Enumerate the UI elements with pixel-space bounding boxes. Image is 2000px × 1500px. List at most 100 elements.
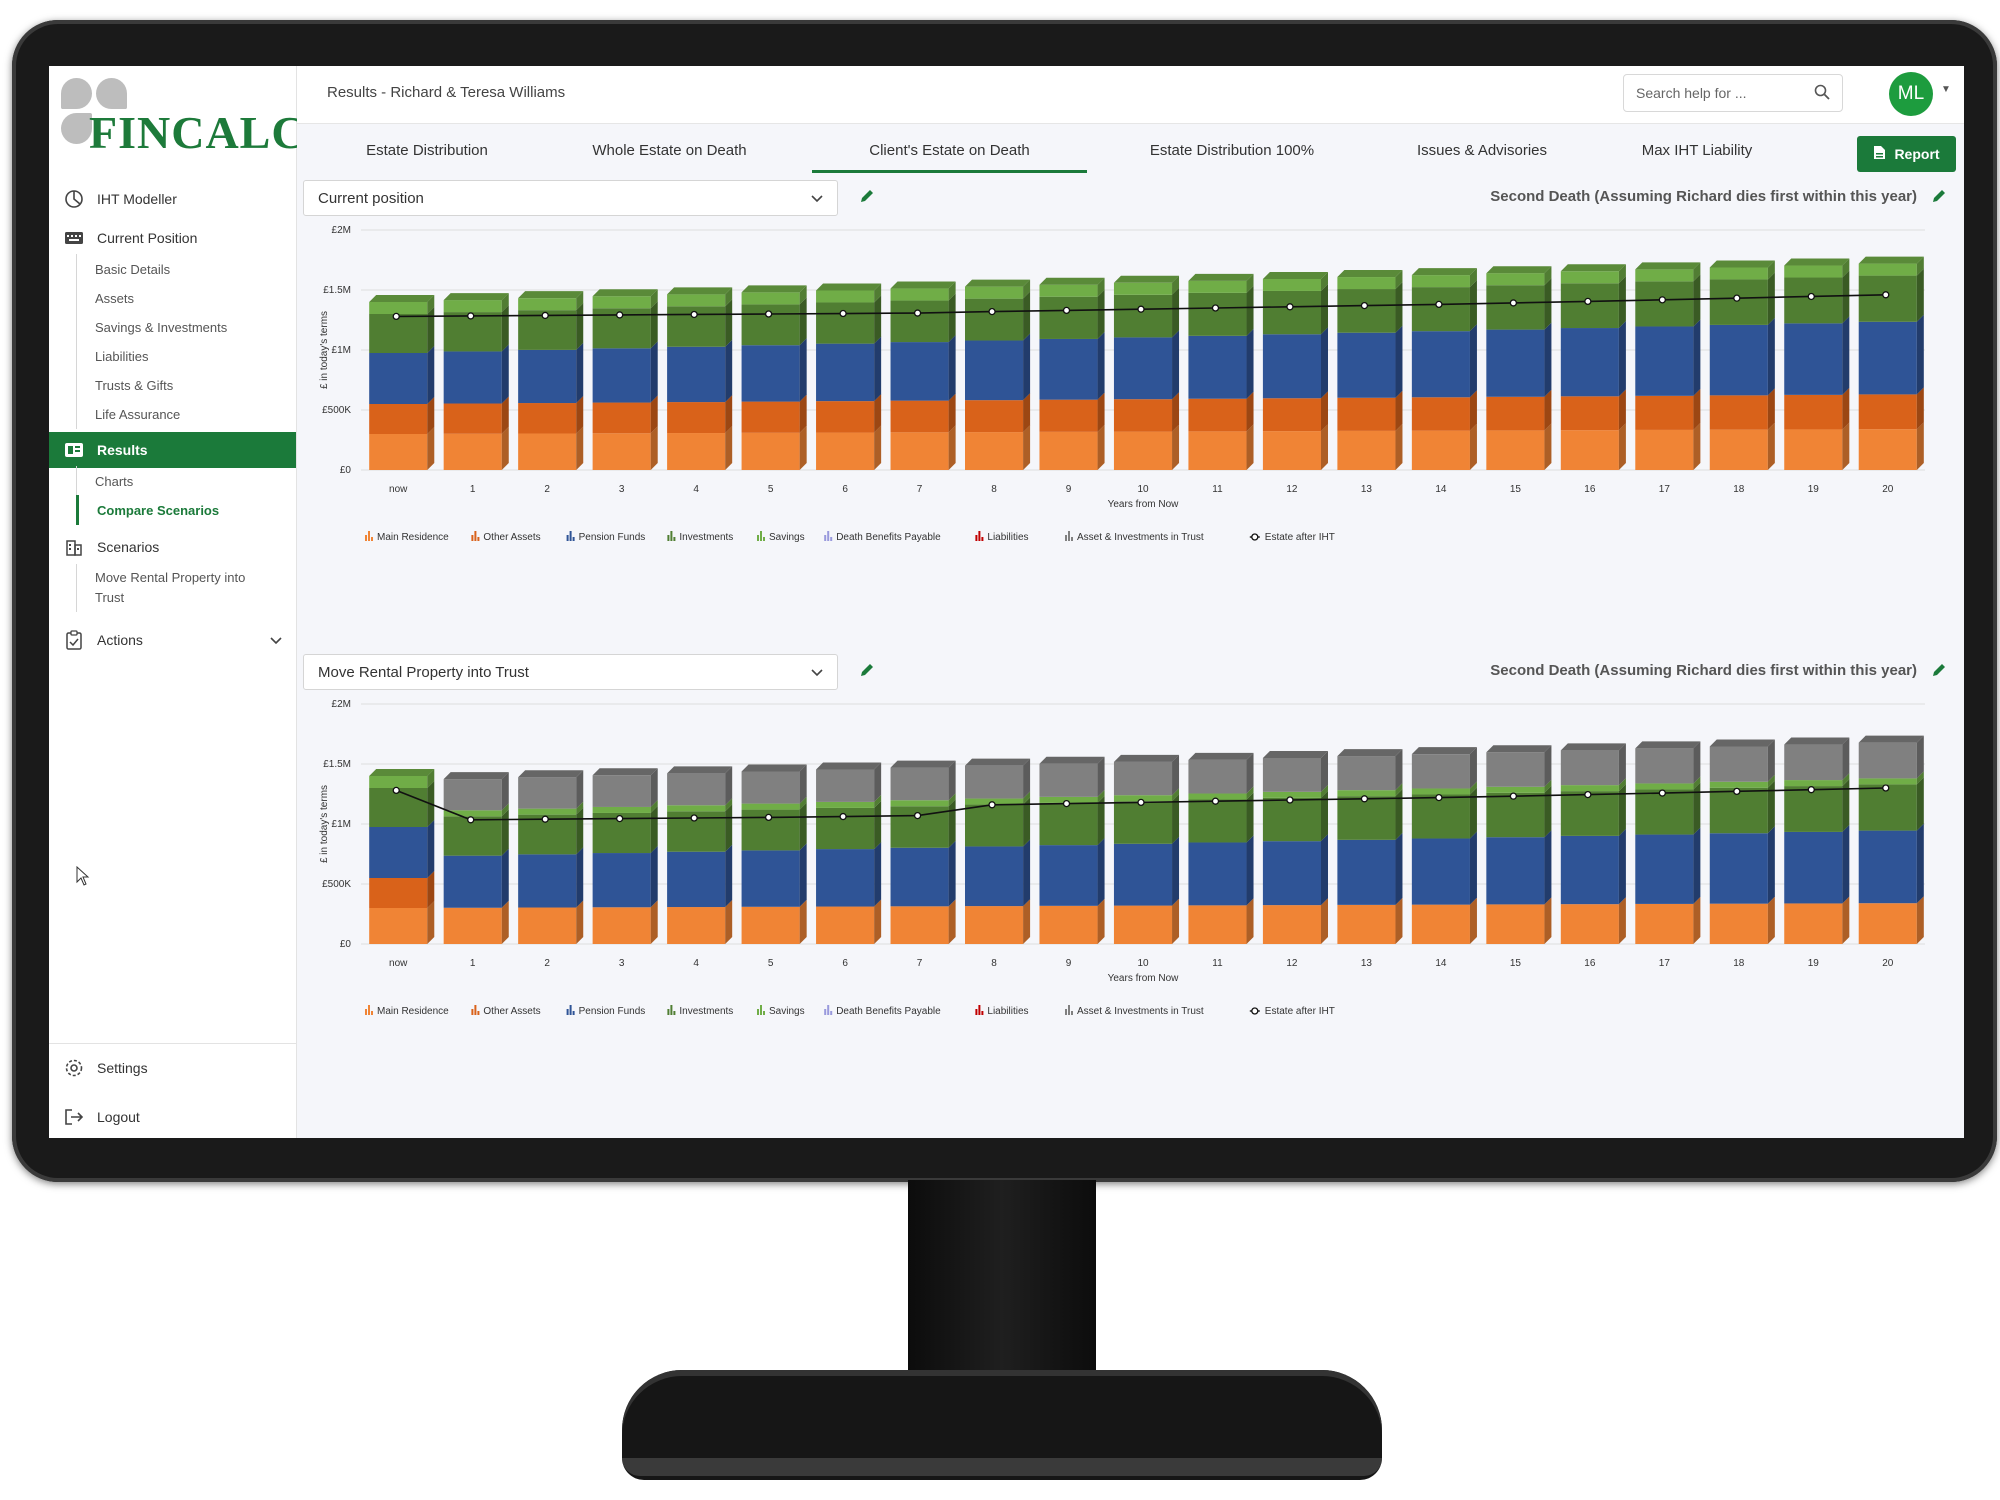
x-tick-label: 17 (1659, 484, 1671, 495)
bar-segment (1784, 394, 1843, 430)
bar-top (667, 287, 733, 295)
bar-top (1113, 754, 1180, 762)
search-input[interactable]: Search help for ... (1623, 74, 1843, 112)
bar-segment (1039, 399, 1098, 432)
scenario-select[interactable]: Current position (303, 180, 838, 216)
legend-label: Pension Funds (579, 532, 646, 543)
sidebar-item-results[interactable]: Results (49, 432, 296, 468)
bar-segment (890, 288, 949, 301)
bar-segment (1784, 780, 1843, 787)
bar-segment-side (1469, 747, 1477, 789)
top-bar: Results - Richard & Teresa Williams Sear… (297, 66, 1964, 124)
legend-item: Other Assets (471, 1005, 541, 1017)
bar-stack (1188, 752, 1254, 944)
bar-segment-side (1172, 898, 1180, 944)
scenario-select[interactable]: Move Rental Property into Trust (303, 654, 838, 690)
bar-segment-side (799, 899, 807, 944)
sidebar-item-logout[interactable]: Logout (49, 1100, 296, 1134)
x-tick-label: 18 (1733, 958, 1745, 969)
bar-segment (1635, 429, 1694, 470)
bar-segment-side (650, 341, 658, 403)
page-title: Results - Richard & Teresa Williams (327, 84, 566, 101)
edit-title-pencil-icon[interactable] (1931, 662, 1949, 680)
sidebar-sub-life-assurance[interactable]: Life Assurance (76, 399, 296, 429)
user-avatar[interactable]: ML (1889, 72, 1933, 116)
bar-segment-side (1916, 771, 1924, 785)
tab-whole-estate-on-death[interactable]: Whole Estate on Death (592, 142, 747, 159)
sidebar-sub-trusts-gifts[interactable]: Trusts & Gifts (76, 370, 296, 400)
bar-segment-side (1023, 899, 1031, 944)
chevron-down-icon (270, 632, 282, 648)
sidebar-item-current-position[interactable]: Current Position (49, 221, 296, 255)
bar-stack (1560, 743, 1626, 944)
line-point (1509, 299, 1518, 307)
x-tick-label: 19 (1808, 484, 1820, 495)
bar-stack (1635, 741, 1701, 944)
sidebar-sub-assets[interactable]: Assets (76, 283, 296, 313)
panel-title: Second Death (Assuming Richard dies firs… (1490, 188, 1917, 205)
sidebar-item-label: Logout (97, 1109, 140, 1125)
y-tick-label: £500K (322, 405, 351, 416)
edit-scenario-pencil-icon[interactable] (859, 662, 877, 680)
x-tick-label: 6 (842, 484, 848, 495)
bar-segment (1709, 787, 1768, 834)
bar-segment (1784, 265, 1843, 278)
x-tick-label: 6 (842, 958, 848, 969)
sidebar-sub-compare-scenarios[interactable]: Compare Scenarios (76, 495, 296, 525)
line-point (1509, 792, 1518, 800)
sidebar-sub-liabilities[interactable]: Liabilities (76, 341, 296, 371)
bar-segment-side (1469, 390, 1477, 431)
bar-segment (592, 775, 651, 807)
bar-segment-side (427, 871, 435, 908)
sidebar-sub-basic-details[interactable]: Basic Details (76, 254, 296, 284)
tab-estate-distribution-100[interactable]: Estate Distribution 100% (1149, 142, 1315, 159)
x-tick-label: 18 (1733, 484, 1745, 495)
sidebar-sub-charts[interactable]: Charts (76, 466, 296, 496)
bar-segment (1262, 797, 1321, 842)
bar-top (965, 279, 1031, 287)
bar-segment-side (1767, 780, 1775, 834)
tab-clients-estate-on-death[interactable]: Client's Estate on Death (812, 136, 1087, 173)
bar-segment-side (1023, 839, 1031, 907)
tab-estate-distribution[interactable]: Estate Distribution (366, 142, 488, 159)
legend-label: Liabilities (987, 532, 1028, 543)
bar-segment-side (1469, 781, 1477, 795)
sidebar-item-actions[interactable]: Actions (49, 623, 296, 657)
caret-down-icon[interactable]: ▼ (1941, 84, 1951, 95)
bar-segment (890, 342, 949, 401)
edit-title-pencil-icon[interactable] (1931, 188, 1949, 206)
bar-segment (518, 907, 577, 944)
sidebar-sub-move-rental-property[interactable]: Move Rental Property into Trust (76, 564, 276, 612)
bar-segment (1635, 834, 1694, 904)
bar-segment (369, 434, 428, 470)
edit-scenario-pencil-icon[interactable] (859, 188, 877, 206)
bar-segment-side (1469, 897, 1477, 944)
report-button[interactable]: Report (1857, 136, 1956, 172)
bar-segment (443, 351, 502, 404)
bar-stack (369, 769, 435, 944)
bar-segment-side (501, 803, 509, 817)
sidebar-item-iht-modeller[interactable]: IHT Modeller (49, 182, 296, 216)
fincalc-logo[interactable]: FINCALC (61, 78, 305, 168)
line-point (541, 815, 549, 823)
x-tick-label: 8 (991, 484, 997, 495)
sidebar-sub-savings-investments[interactable]: Savings & Investments (76, 312, 296, 342)
bar-segment (890, 800, 949, 807)
bar-segment-side (725, 395, 733, 434)
y-tick-label: £2M (332, 699, 351, 710)
sidebar-item-scenarios[interactable]: Scenarios (49, 530, 296, 564)
bar-segment (1858, 742, 1917, 779)
bar-segment (1784, 744, 1843, 781)
legend-label: Savings (769, 532, 805, 543)
bar-segment-side (1693, 388, 1701, 430)
bar-segment (592, 433, 651, 470)
bar-segment-side (427, 307, 435, 353)
tab-issues-advisories[interactable]: Issues & Advisories (1416, 142, 1548, 159)
bar-segment-side (1320, 751, 1328, 792)
y-tick-label: £1.5M (323, 285, 351, 296)
bar-top (369, 295, 435, 302)
tab-max-iht-liability[interactable]: Max IHT Liability (1641, 142, 1753, 159)
bar-segment-side (725, 766, 733, 806)
sidebar-item-settings[interactable]: Settings (49, 1051, 296, 1085)
bar-segment-side (1023, 758, 1031, 799)
